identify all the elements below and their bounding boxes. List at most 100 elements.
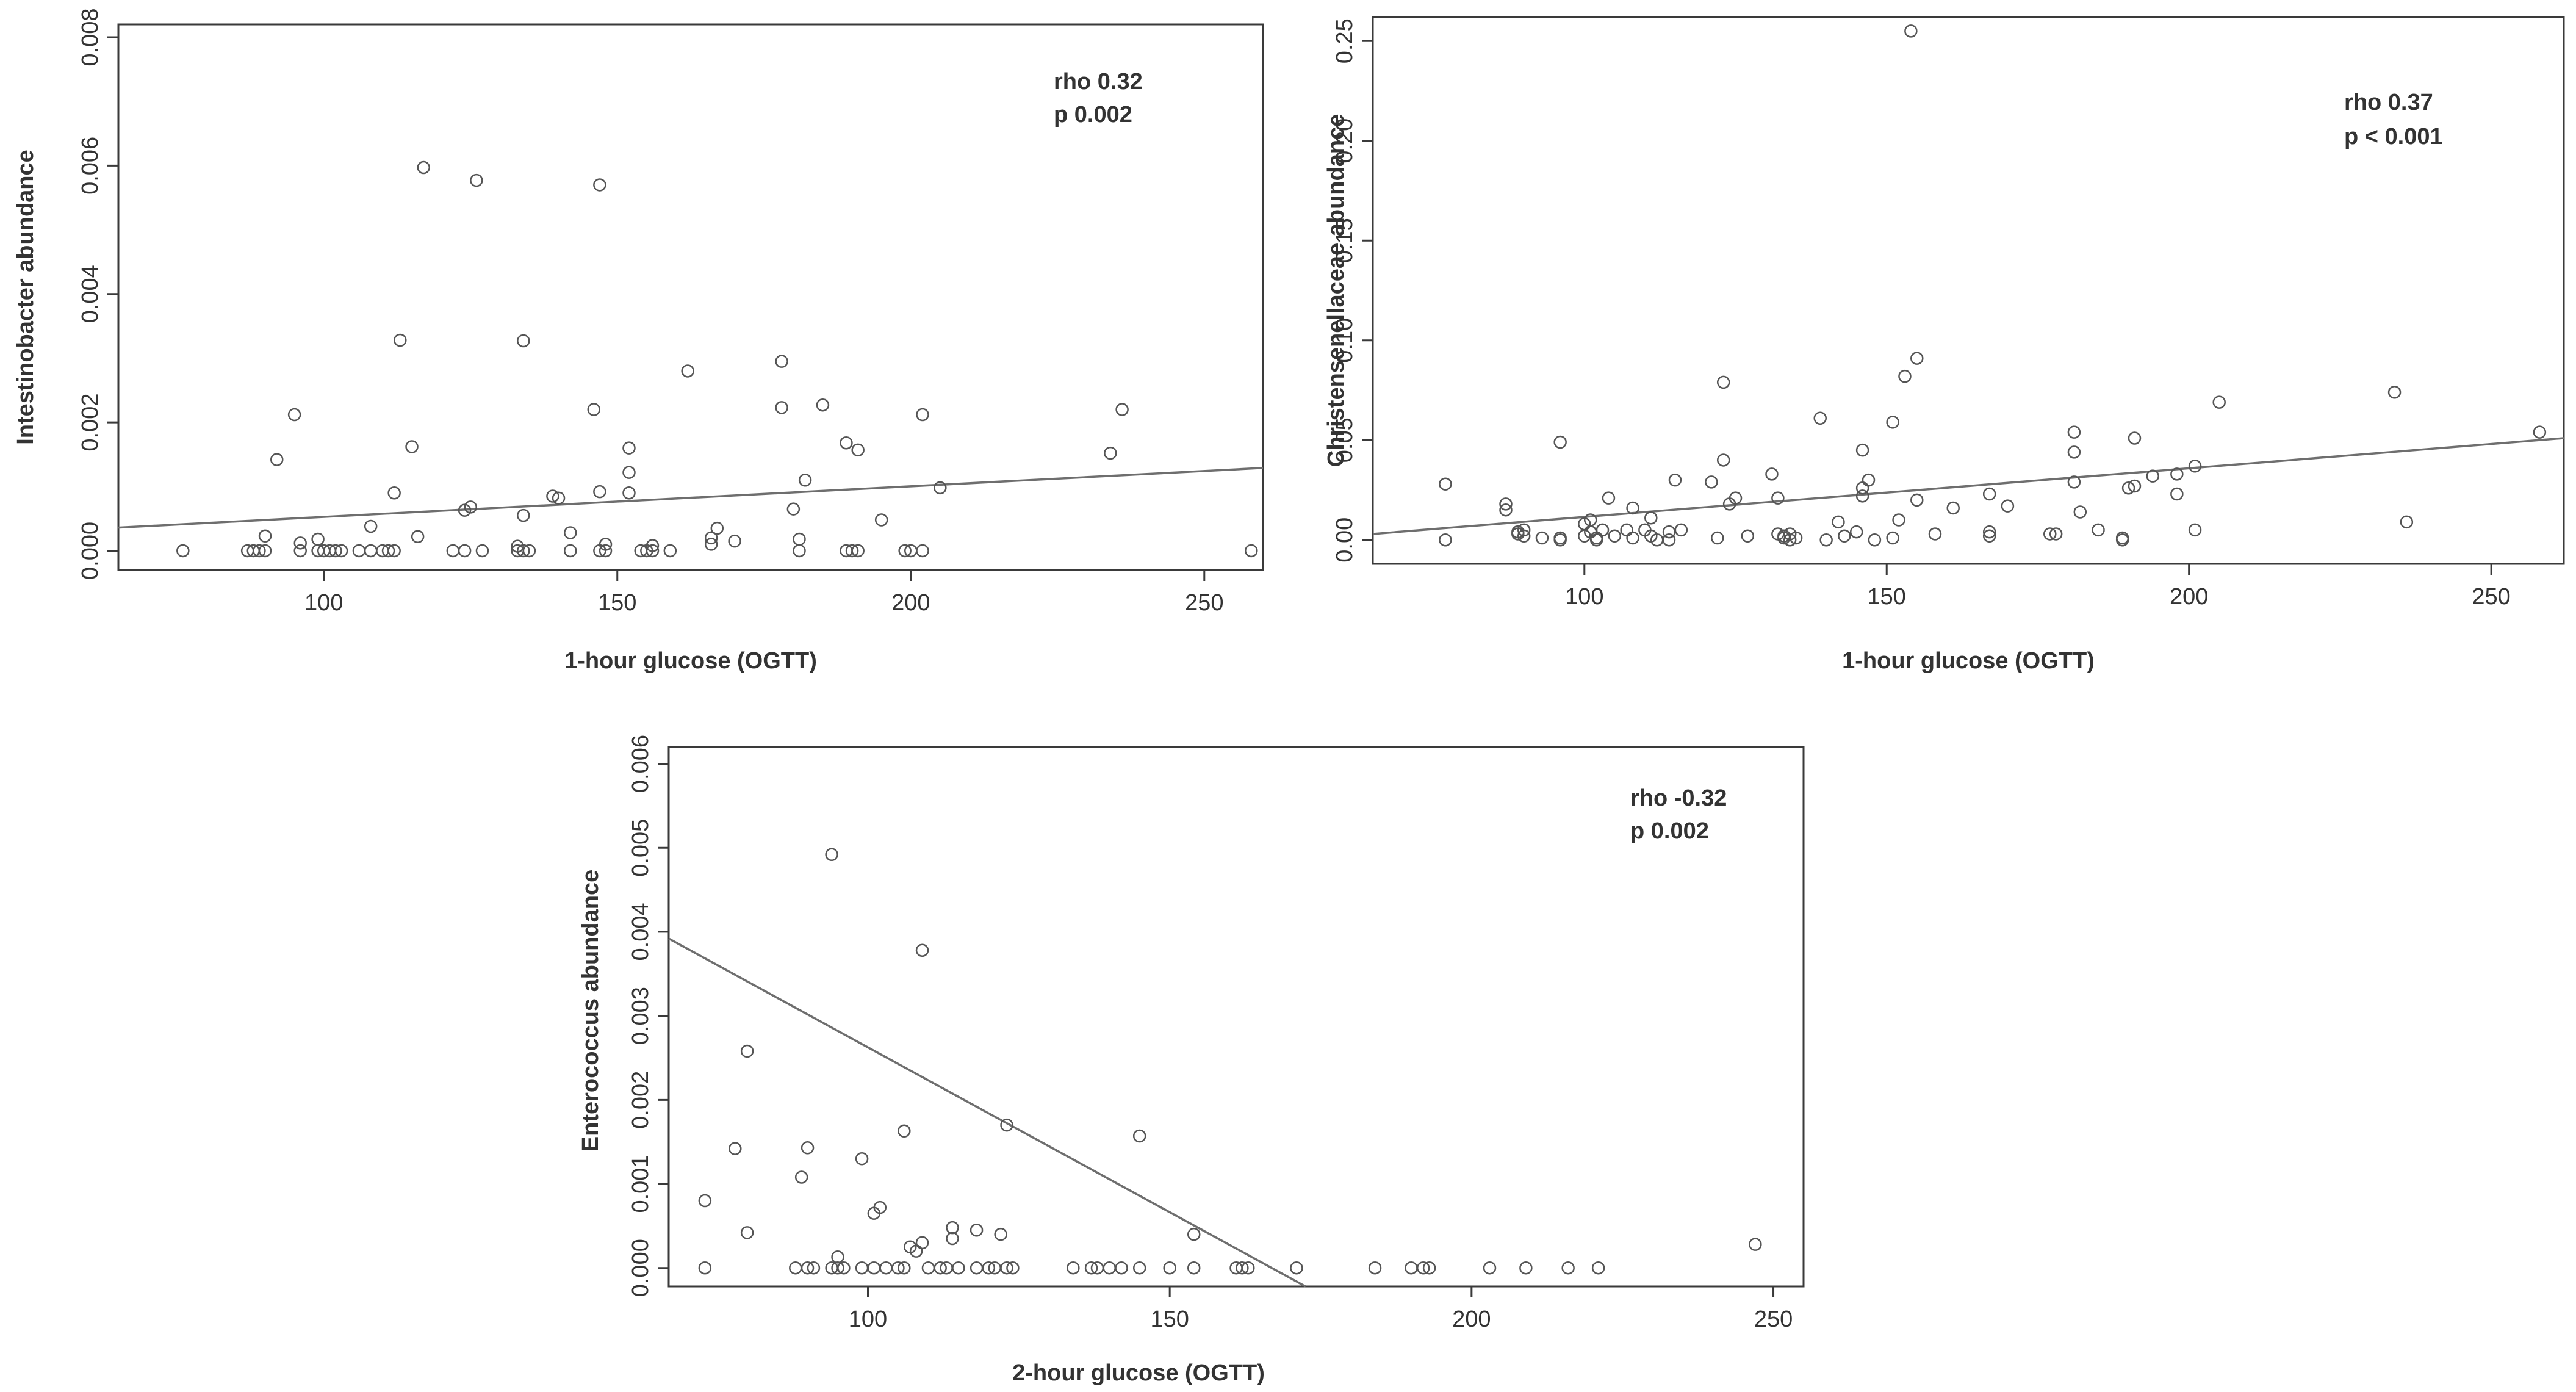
data-point — [1705, 475, 1718, 489]
data-point — [311, 532, 325, 546]
p-value-annotation: p 0.002 — [1054, 102, 1132, 128]
data-point — [1662, 525, 1676, 539]
rho-annotation: rho -0.32 — [1630, 785, 1727, 811]
data-point — [915, 1236, 929, 1250]
data-point — [840, 436, 853, 450]
data-point — [1596, 523, 1610, 537]
x-tick-label: 150 — [598, 590, 636, 616]
data-point — [464, 500, 477, 514]
data-point — [405, 440, 419, 453]
data-point — [1187, 1261, 1201, 1275]
data-point — [1422, 1261, 1436, 1275]
data-point — [1517, 529, 1531, 543]
axis-ticks: 100 150 200 250 0.000 0.002 0.004 0.006 0.008 — [77, 8, 1223, 616]
x-tick-label: 200 — [1452, 1307, 1491, 1332]
data-point — [681, 364, 694, 378]
data-point — [1668, 473, 1682, 487]
data-point — [1517, 523, 1531, 537]
regression-line — [118, 467, 1264, 529]
data-point — [2128, 431, 2142, 445]
data-point — [793, 532, 806, 546]
p-value-annotation: p 0.002 — [1630, 818, 1709, 844]
data-point — [517, 508, 530, 522]
data-point — [387, 486, 401, 500]
data-point — [1000, 1118, 1013, 1132]
data-point — [1006, 1261, 1020, 1275]
data-point — [898, 1124, 911, 1138]
data-point — [1946, 501, 1960, 515]
data-point — [1591, 1261, 1605, 1275]
data-point — [867, 1261, 881, 1275]
data-point — [2212, 395, 2226, 409]
x-tick-label: 150 — [1150, 1307, 1189, 1332]
data-point — [546, 489, 559, 503]
data-point — [1368, 1261, 1382, 1275]
data-point — [599, 544, 613, 558]
data-point — [898, 544, 912, 558]
data-point — [934, 481, 947, 495]
data-point — [794, 1170, 808, 1184]
data-point — [1862, 473, 1876, 487]
data-point — [2146, 469, 2159, 483]
data-point — [1855, 489, 1869, 503]
data-point — [1741, 529, 1755, 543]
data-point — [458, 544, 472, 558]
data-point — [1553, 531, 1567, 545]
data-point — [970, 1261, 984, 1275]
data-point — [740, 1044, 754, 1058]
data-point — [329, 544, 342, 558]
data-point — [1103, 1261, 1116, 1275]
data-point — [522, 544, 536, 558]
data-point — [1662, 533, 1676, 547]
data-point — [789, 1261, 802, 1275]
data-point — [2049, 527, 2063, 541]
data-point — [916, 544, 929, 558]
data-point — [1290, 1261, 1303, 1275]
data-point — [740, 1226, 754, 1239]
data-point — [786, 502, 801, 516]
data-point — [663, 544, 677, 558]
data-point — [564, 544, 577, 558]
y-tick-label: 0.006 — [77, 137, 103, 195]
data-point — [517, 334, 530, 348]
data-point — [891, 1261, 905, 1275]
data-point — [798, 474, 812, 487]
axis-ticks: 100 150 200 250 0.00 0.05 0.10 0.15 0.20 0.25 — [1332, 18, 2511, 610]
data-point — [729, 1142, 742, 1155]
x-tick-label: 100 — [1565, 584, 1603, 610]
data-point — [394, 333, 407, 347]
y-axis-title: Christensenellaceae abundance — [1323, 114, 1349, 467]
data-point — [1626, 501, 1639, 515]
data-point — [622, 486, 636, 500]
y-tick-label: 0.001 — [628, 1155, 653, 1213]
y-axis-title: Intestinobacter abundance — [13, 150, 38, 445]
data-point — [704, 538, 718, 551]
data-point — [1982, 525, 1996, 539]
data-point — [2533, 425, 2547, 439]
data-point — [874, 513, 888, 527]
data-point — [1982, 529, 1996, 543]
y-tick-label: 0.20 — [1332, 118, 1358, 164]
data-point — [1499, 497, 1513, 511]
data-point — [2073, 505, 2087, 519]
y-tick-label: 0.002 — [77, 394, 103, 452]
data-point — [1000, 1261, 1013, 1275]
regression-line — [668, 937, 1306, 1288]
data-point — [2128, 479, 2142, 493]
data-point — [287, 408, 301, 422]
data-point — [1115, 1261, 1128, 1275]
christensenellaceae-scatter-panel: 1-hour glucose (OGTT) Christensenellacea… — [1323, 16, 2565, 674]
data-point — [1711, 531, 1724, 545]
data-point — [2387, 386, 2402, 399]
data-point — [851, 544, 865, 558]
data-point — [698, 1261, 712, 1275]
data-point — [915, 943, 929, 957]
data-point — [270, 453, 284, 466]
data-point — [2170, 467, 2184, 481]
x-tick-label: 250 — [1185, 590, 1223, 616]
data-point — [1245, 544, 1258, 558]
data-point — [728, 534, 741, 548]
data-point — [2121, 481, 2135, 495]
data-point — [2400, 515, 2414, 529]
data-point — [2067, 475, 2081, 489]
